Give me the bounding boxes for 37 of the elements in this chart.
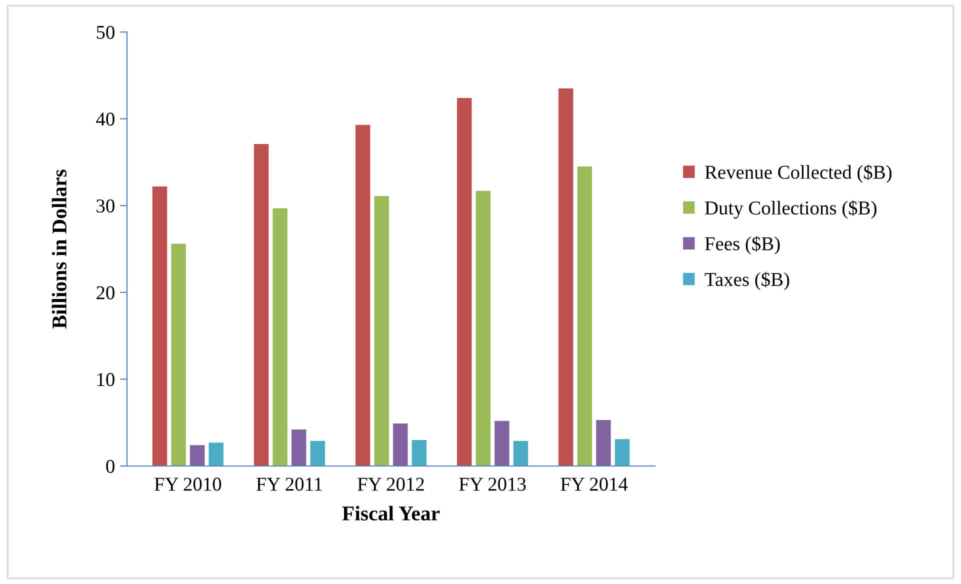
bar [272,208,288,466]
bar [393,423,408,466]
x-tick-label: FY 2013 [459,478,526,491]
y-tick-label: 20 [96,286,114,300]
x-tick-label: FY 2012 [358,478,424,491]
bar [374,196,389,466]
legend-label: Duty Collections ($B) [705,200,876,219]
bar [254,144,269,466]
bar [457,98,472,466]
bar [412,440,427,466]
y-tick-label: 30 [96,199,114,213]
legend-label: Taxes ($B) [704,272,790,290]
bar [494,420,510,466]
bar [476,190,491,466]
bar [208,442,224,466]
legend-label: Revenue Collected ($B) [705,164,892,183]
bar [190,445,205,466]
legend-label: Fees ($B) [705,236,780,254]
bar [310,440,325,466]
bar [171,244,186,466]
x-axis-title: Fiscal Year [342,506,440,521]
y-tick-label: 0 [106,460,114,473]
bar [291,430,306,466]
bar [596,420,611,466]
bar [355,124,370,466]
bar [614,439,630,466]
y-tick-label: 50 [96,26,114,39]
x-tick-label: FY 2010 [154,478,222,491]
bar [577,166,592,466]
y-tick-label: 40 [96,112,114,126]
bar [513,440,528,466]
x-tick-label: FY 2014 [560,478,628,491]
bar [152,186,168,466]
bar [558,88,574,466]
y-axis-title: Billions in Dollars [52,170,67,329]
x-tick-label: FY 2011 [256,478,322,491]
y-tick-label: 10 [97,373,114,386]
